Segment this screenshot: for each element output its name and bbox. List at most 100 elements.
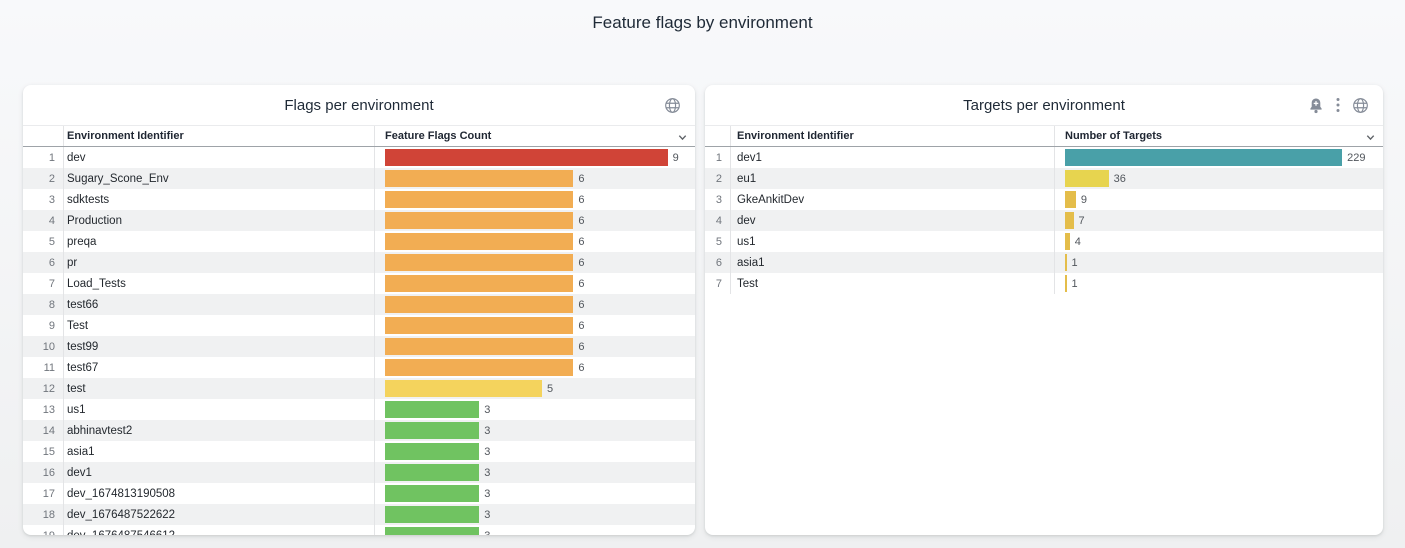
table-row[interactable]: 2 eu1 36 (705, 168, 1383, 189)
table-row[interactable]: 1 dev1 229 (705, 147, 1383, 168)
dimension-column-header[interactable]: Environment Identifier (64, 126, 375, 146)
value-bar (385, 212, 574, 229)
value-bar (385, 506, 480, 523)
value-bar (385, 191, 574, 208)
row-index: 1 (705, 147, 731, 168)
environment-name-cell: test99 (64, 336, 375, 357)
value-bar (385, 422, 480, 439)
targets-chart-card: Targets per environment Environment Iden… (705, 85, 1383, 535)
metric-cell: 3 (375, 525, 695, 535)
metric-cell: 3 (375, 441, 695, 462)
row-index: 18 (23, 504, 64, 525)
table-row[interactable]: 5 preqa 6 (23, 231, 695, 252)
metric-cell: 5 (375, 378, 695, 399)
row-index: 3 (23, 189, 64, 210)
table-row[interactable]: 1 dev 9 (23, 147, 695, 168)
table-row[interactable]: 8 test66 6 (23, 294, 695, 315)
value-bar (385, 485, 480, 502)
environment-name-cell: us1 (64, 399, 375, 420)
environment-name-cell: Test (64, 315, 375, 336)
row-index: 8 (23, 294, 64, 315)
metric-column-header[interactable]: Number of Targets (1065, 130, 1162, 142)
metric-cell: 6 (375, 252, 695, 273)
row-index: 14 (23, 420, 64, 441)
table-row[interactable]: 3 GkeAnkitDev 9 (705, 189, 1383, 210)
environment-name-cell: dev_1676487546612 (64, 525, 375, 535)
table-row[interactable]: 3 sdktests 6 (23, 189, 695, 210)
dimension-column-header[interactable]: Environment Identifier (731, 126, 1055, 146)
table-row[interactable]: 16 dev1 3 (23, 462, 695, 483)
metric-cell: 6 (375, 189, 695, 210)
metric-cell: 6 (375, 315, 695, 336)
row-index: 7 (705, 273, 731, 294)
table-row[interactable]: 13 us1 3 (23, 399, 695, 420)
chevron-down-icon[interactable] (677, 132, 688, 143)
row-index: 5 (705, 231, 731, 252)
table-row[interactable]: 2 Sugary_Scone_Env 6 (23, 168, 695, 189)
value-label: 3 (484, 403, 491, 416)
value-bar (385, 338, 574, 355)
targets-card-header: Targets per environment (705, 85, 1383, 125)
table-row[interactable]: 10 test99 6 (23, 336, 695, 357)
value-label: 6 (578, 277, 585, 290)
table-row[interactable]: 6 pr 6 (23, 252, 695, 273)
row-index: 2 (705, 168, 731, 189)
table-row[interactable]: 4 Production 6 (23, 210, 695, 231)
row-index: 6 (705, 252, 731, 273)
environment-name-cell: dev1 (64, 462, 375, 483)
metric-column-header[interactable]: Feature Flags Count (385, 130, 492, 142)
environment-name-cell: test (64, 378, 375, 399)
value-label: 6 (578, 319, 585, 332)
row-index: 7 (23, 273, 64, 294)
chevron-down-icon[interactable] (1365, 132, 1376, 143)
value-bar (385, 443, 480, 460)
kebab-menu-icon[interactable] (1336, 97, 1340, 113)
value-bar (385, 527, 480, 535)
table-row[interactable]: 15 asia1 3 (23, 441, 695, 462)
row-index: 3 (705, 189, 731, 210)
value-bar (385, 317, 574, 334)
value-label: 3 (484, 487, 491, 500)
value-label: 229 (1347, 151, 1366, 164)
environment-name-cell: GkeAnkitDev (731, 189, 1055, 210)
row-index: 1 (23, 147, 64, 168)
environment-name-cell: abhinavtest2 (64, 420, 375, 441)
table-row[interactable]: 5 us1 4 (705, 231, 1383, 252)
value-bar (385, 380, 542, 397)
metric-cell: 3 (375, 483, 695, 504)
table-row[interactable]: 12 test 5 (23, 378, 695, 399)
value-label: 3 (484, 530, 490, 536)
table-row[interactable]: 6 asia1 1 (705, 252, 1383, 273)
value-label: 3 (484, 466, 491, 479)
value-label: 9 (672, 151, 679, 164)
table-row[interactable]: 7 Load_Tests 6 (23, 273, 695, 294)
table-row[interactable]: 9 Test 6 (23, 315, 695, 336)
table-row[interactable]: 19dev_1676487546612 3 (23, 525, 695, 535)
value-label: 6 (578, 172, 585, 185)
value-label: 6 (578, 193, 585, 206)
targets-card-toolbar (1308, 85, 1369, 125)
metric-cell: 36 (1055, 168, 1383, 189)
environment-name-cell: dev (64, 147, 375, 168)
value-bar (385, 275, 574, 292)
globe-icon[interactable] (1352, 97, 1369, 114)
metric-cell: 1 (1055, 252, 1383, 273)
row-number-column-header (705, 126, 731, 146)
value-bar (385, 464, 480, 481)
bell-plus-icon[interactable] (1308, 97, 1324, 114)
flags-card-toolbar (664, 85, 681, 125)
table-row[interactable]: 17 dev_1674813190508 3 (23, 483, 695, 504)
value-label: 9 (1080, 193, 1088, 206)
table-row[interactable]: 11 test67 6 (23, 357, 695, 378)
metric-cell: 3 (375, 420, 695, 441)
table-row[interactable]: 7 Test 1 (705, 273, 1383, 294)
value-bar (385, 170, 574, 187)
metric-cell: 3 (375, 399, 695, 420)
value-label: 7 (1078, 214, 1085, 227)
value-bar (1065, 254, 1067, 271)
table-row[interactable]: 18 dev_1676487522622 3 (23, 504, 695, 525)
flags-table-body: 1 dev 9 2 Sugary_Scone_Env 6 3 sdktests 6 4 Produc… (23, 147, 695, 535)
table-row[interactable]: 14 abhinavtest2 3 (23, 420, 695, 441)
globe-icon[interactable] (664, 97, 681, 114)
table-row[interactable]: 4 dev 7 (705, 210, 1383, 231)
